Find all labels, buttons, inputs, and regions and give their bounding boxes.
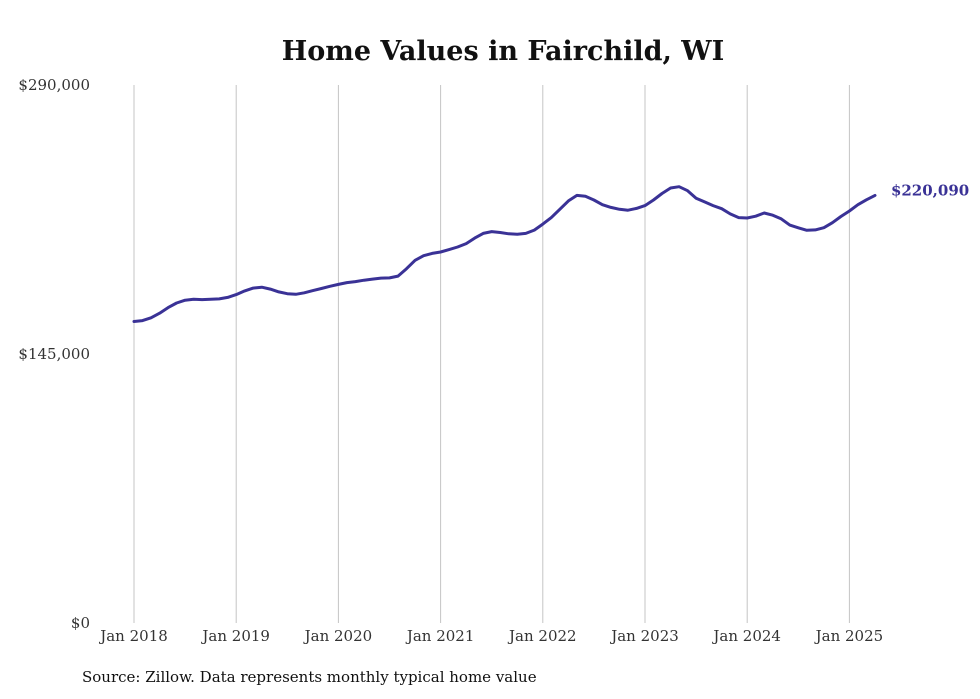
x-tick-label: Jan 2020: [303, 627, 373, 645]
chart-title: Home Values in Fairchild, WI: [282, 36, 724, 67]
x-tick-label: Jan 2021: [405, 627, 475, 645]
end-value-label: $220,090: [891, 181, 969, 199]
source-note: Source: Zillow. Data represents monthly …: [82, 668, 537, 686]
x-tick-label: Jan 2025: [814, 627, 884, 645]
x-tick-label: Jan 2018: [98, 627, 168, 645]
gridlines: [133, 85, 850, 623]
y-tick-label: $290,000: [18, 76, 90, 94]
x-tick-label: Jan 2019: [200, 627, 270, 645]
y-tick-label: $145,000: [18, 345, 90, 363]
end-label-group: $220,090: [891, 181, 969, 199]
x-tick-label: Jan 2023: [609, 627, 679, 645]
x-axis-labels: Jan 2018 Jan 2019 Jan 2020 Jan 2021 Jan 2022…: [98, 627, 883, 645]
x-tick-label: Jan 2022: [507, 627, 577, 645]
line-chart: Home Values in Fairchild, WI $0$145,000$…: [18, 36, 969, 645]
y-tick-label: $0: [71, 614, 90, 632]
series-line: [132, 185, 877, 323]
x-tick-label: Jan 2024: [711, 627, 781, 645]
y-axis-labels: $0 $145,000 $290,000: [18, 76, 90, 632]
series-line-group: [132, 185, 877, 323]
